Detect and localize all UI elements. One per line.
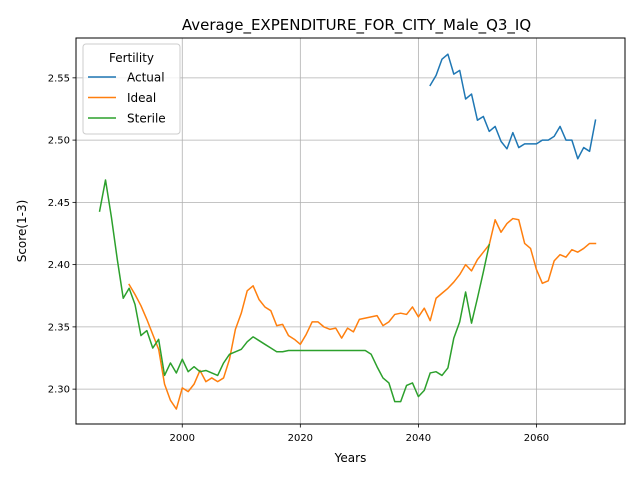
y-tick-label: 2.55 — [48, 73, 70, 84]
series-lines — [98, 53, 597, 410]
legend-label-ideal: Ideal — [127, 91, 156, 105]
plot-frame — [75, 37, 626, 425]
legend-label-actual: Actual — [127, 71, 165, 85]
legend: Fertility Actual Ideal Sterile — [82, 43, 181, 135]
series-line-sterile — [98, 179, 491, 403]
legend-title: Fertility — [109, 51, 154, 65]
x-tick-label: 2040 — [406, 433, 431, 444]
y-tick-label: 2.30 — [48, 385, 70, 396]
series-line-actual — [429, 53, 597, 160]
x-axis-ticks: 2000 2020 2040 2060 — [170, 424, 549, 444]
x-tick-label: 2000 — [170, 433, 195, 444]
y-axis-label: Score(1-3) — [15, 200, 29, 263]
y-tick-label: 2.45 — [48, 198, 70, 209]
legend-entries: Actual Ideal Sterile — [88, 71, 166, 126]
y-tick-label: 2.40 — [48, 260, 70, 271]
legend-box — [82, 43, 181, 135]
y-tick-label: 2.35 — [48, 322, 70, 333]
x-tick-label: 2020 — [288, 433, 313, 444]
legend-label-sterile: Sterile — [127, 112, 166, 126]
y-tick-label: 2.50 — [48, 136, 70, 147]
y-axis-ticks: 2.30 2.35 2.40 2.45 2.50 2.55 — [48, 73, 76, 396]
series-line-ideal — [128, 217, 597, 410]
grid-lines — [76, 38, 625, 424]
chart-title: Average_EXPENDITURE_FOR_CITY_Male_Q3_IQ — [182, 16, 531, 35]
x-tick-label: 2060 — [524, 433, 549, 444]
x-axis-label: Years — [334, 451, 367, 465]
